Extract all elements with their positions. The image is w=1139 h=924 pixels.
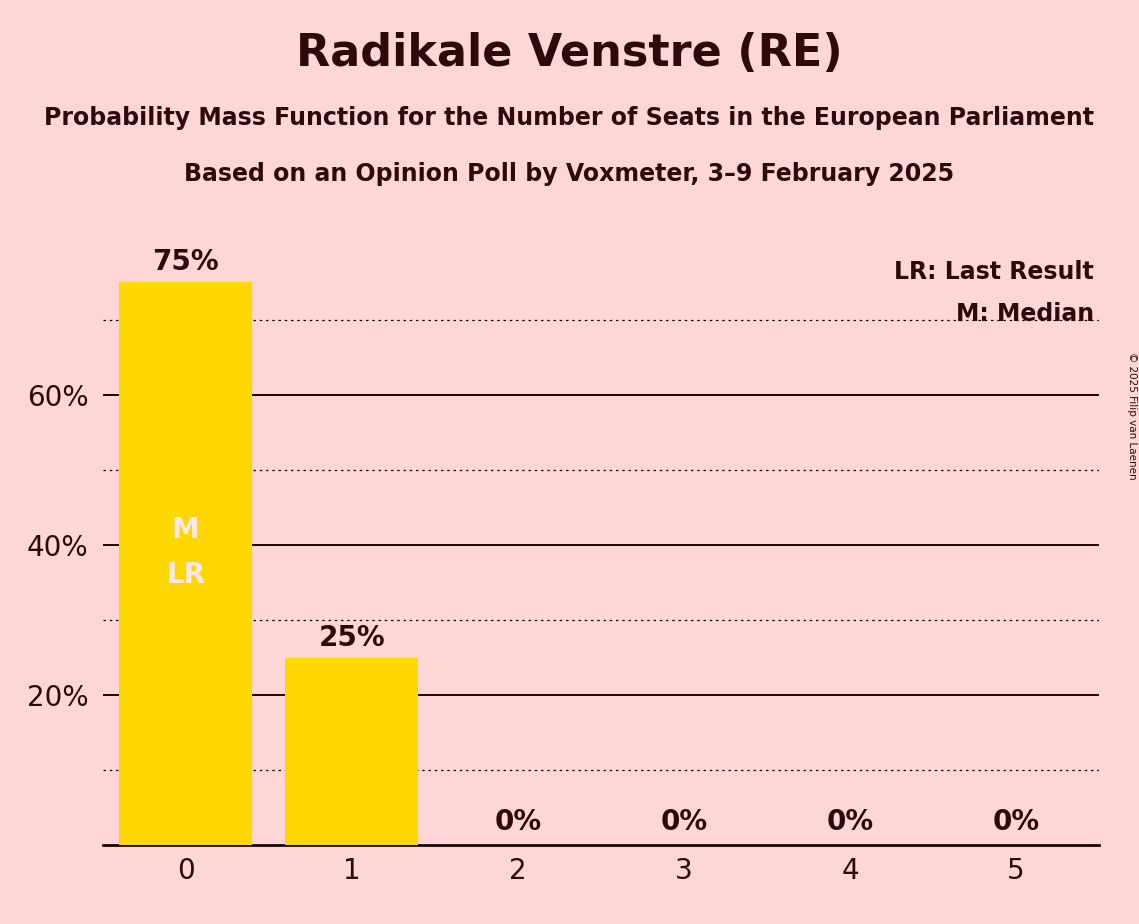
Text: 75%: 75% [153, 249, 219, 276]
Text: M: Median: M: Median [956, 302, 1095, 326]
Text: LR: Last Result: LR: Last Result [894, 260, 1095, 284]
Text: M: M [172, 517, 199, 544]
Text: 0%: 0% [827, 808, 874, 836]
Text: Based on an Opinion Poll by Voxmeter, 3–9 February 2025: Based on an Opinion Poll by Voxmeter, 3–… [185, 162, 954, 186]
Text: 25%: 25% [319, 624, 385, 651]
Text: LR: LR [166, 561, 205, 590]
Bar [120, 283, 252, 845]
Text: Probability Mass Function for the Number of Seats in the European Parliament: Probability Mass Function for the Number… [44, 106, 1095, 130]
Text: Radikale Venstre (RE): Radikale Venstre (RE) [296, 32, 843, 76]
Text: 0%: 0% [661, 808, 707, 836]
Text: © 2025 Filip van Laenen: © 2025 Filip van Laenen [1126, 352, 1137, 480]
Bar [285, 658, 418, 845]
Text: 0%: 0% [992, 808, 1040, 836]
Text: 0%: 0% [494, 808, 541, 836]
